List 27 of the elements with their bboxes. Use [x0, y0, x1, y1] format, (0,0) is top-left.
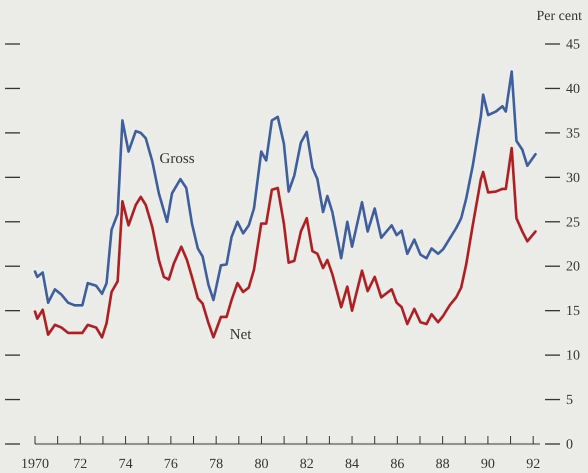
series-label: Gross [160, 151, 195, 168]
x-tick-label: 80 [254, 456, 268, 472]
y-tick-label: 10 [566, 348, 580, 364]
series-label: Net [230, 327, 252, 344]
x-tick-label: 84 [345, 456, 360, 472]
y-tick-label: 30 [566, 170, 580, 186]
x-tick-label: 78 [209, 456, 224, 472]
x-tick-label: 86 [390, 456, 404, 472]
line-series [34, 70, 537, 307]
y-axis-title: Per cent [536, 9, 582, 24]
y-tick-label: 40 [566, 82, 580, 97]
x-tick-label: 90 [480, 456, 495, 472]
x-tick-label: 74 [118, 456, 133, 472]
y-tick-label: 20 [566, 260, 580, 275]
x-tick-label: 76 [164, 456, 178, 472]
line-series [34, 146, 537, 339]
y-tick-label: 25 [566, 215, 580, 230]
x-tick-label: 82 [300, 456, 314, 472]
y-tick-label: 35 [566, 126, 580, 142]
x-tick-label: 92 [526, 456, 540, 472]
x-tick-label: 88 [436, 456, 450, 472]
x-tick-label: 1970 [21, 456, 49, 472]
y-tick-label: 0 [566, 437, 573, 452]
y-tick-label: 15 [566, 304, 580, 320]
x-tick-label: 72 [73, 456, 88, 472]
y-tick-label: 5 [566, 393, 573, 408]
y-tick-label: 45 [566, 37, 580, 52]
